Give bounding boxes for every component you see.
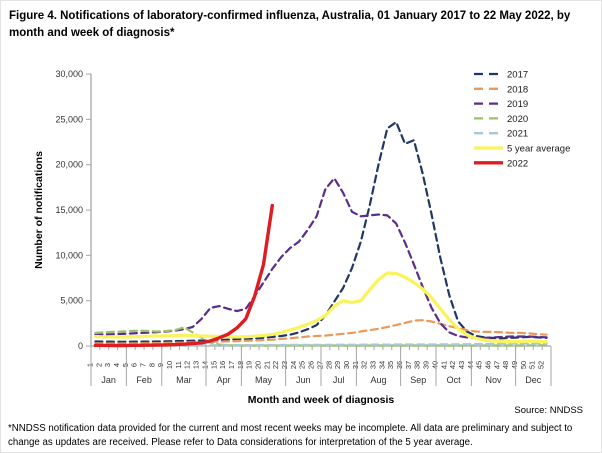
- week-label: 27: [315, 361, 324, 369]
- week-label: 6: [130, 363, 139, 367]
- week-label: 51: [528, 361, 537, 369]
- y-axis-title: Number of notifications: [33, 151, 45, 269]
- week-label: 40: [430, 361, 439, 369]
- series-2022-line: [93, 203, 274, 348]
- week-label: 16: [218, 361, 227, 369]
- week-label: 11: [174, 361, 183, 369]
- week-label: 19: [245, 361, 254, 369]
- week-label: 9: [156, 363, 165, 367]
- week-label: 12: [183, 361, 192, 369]
- week-label: 41: [439, 361, 448, 369]
- legend-label-2020: 2020: [507, 114, 528, 125]
- week-label: 15: [209, 361, 218, 369]
- week-label: 49: [510, 361, 519, 369]
- week-label: 5: [121, 363, 130, 367]
- week-label: 23: [280, 361, 289, 369]
- week-label: 21: [262, 361, 271, 369]
- week-label: 2: [94, 363, 103, 367]
- month-label: Nov: [485, 375, 502, 385]
- month-label: Sep: [410, 375, 426, 385]
- week-label: 32: [360, 361, 369, 369]
- y-tick-label: 20,000: [55, 160, 83, 170]
- week-label: 14: [200, 361, 209, 369]
- week-label: 31: [351, 361, 360, 369]
- month-label: Jan: [101, 375, 116, 385]
- y-tick-label: 30,000: [55, 69, 83, 79]
- week-label: 13: [192, 361, 201, 369]
- month-label: Oct: [447, 375, 462, 385]
- y-tick-label: 25,000: [55, 114, 83, 124]
- month-label: Aug: [370, 375, 386, 385]
- week-label: 33: [369, 361, 378, 369]
- week-label: 17: [227, 361, 236, 369]
- week-label: 26: [307, 361, 316, 369]
- month-label: Dec: [525, 375, 542, 385]
- series-2018-line: [94, 319, 548, 345]
- week-label: 52: [537, 361, 546, 369]
- series-2017-line: [94, 120, 548, 343]
- week-label: 3: [103, 363, 112, 367]
- week-label: 30: [342, 361, 351, 369]
- week-label: 36: [395, 361, 404, 369]
- week-label: 38: [413, 361, 422, 369]
- week-label: 34: [377, 361, 386, 369]
- week-label: 47: [492, 361, 501, 369]
- legend-label-2019: 2019: [507, 99, 528, 110]
- legend-label-2017: 2017: [507, 70, 528, 81]
- week-label: 44: [466, 361, 475, 369]
- week-label: 1: [85, 363, 94, 367]
- series-2019-line: [94, 177, 548, 339]
- week-label: 4: [112, 363, 121, 367]
- week-label: 42: [448, 361, 457, 369]
- footnote-text: *NNDSS notification data provided for th…: [8, 423, 573, 448]
- month-label: Jul: [333, 375, 345, 385]
- week-label: 45: [475, 361, 484, 369]
- week-label: 20: [254, 361, 263, 369]
- week-label: 28: [324, 361, 333, 369]
- week-label: 50: [519, 361, 528, 369]
- source-text: Source: NNDSS: [514, 405, 583, 416]
- legend-label-2018: 2018: [507, 84, 528, 95]
- legend-label-5yr: 5 year average: [507, 144, 570, 155]
- week-label: 48: [501, 361, 510, 369]
- week-label: 37: [404, 361, 413, 369]
- week-label: 43: [457, 361, 466, 369]
- month-label: May: [255, 375, 273, 385]
- legend-label-2022: 2022: [507, 158, 528, 169]
- month-label: Feb: [136, 375, 152, 385]
- y-tick-label: 0: [78, 341, 83, 351]
- week-label: 39: [422, 361, 431, 369]
- y-tick-label: 5,000: [60, 296, 83, 306]
- y-tick-label: 15,000: [55, 205, 83, 215]
- week-label: 7: [139, 363, 148, 367]
- week-label: 46: [484, 361, 493, 369]
- series-5yr-line: [93, 271, 549, 344]
- y-tick-label: 10,000: [55, 250, 83, 260]
- month-label: Mar: [176, 375, 192, 385]
- week-label: 25: [298, 361, 307, 369]
- week-label: 18: [236, 361, 245, 369]
- week-label: 24: [289, 361, 298, 369]
- week-label: 8: [147, 363, 156, 367]
- week-label: 10: [165, 361, 174, 369]
- month-label: Apr: [217, 375, 231, 385]
- week-label: 29: [333, 361, 342, 369]
- x-axis-title: Month and week of diagnosis: [248, 394, 395, 406]
- legend-label-2021: 2021: [507, 129, 528, 140]
- month-label: Jun: [296, 375, 311, 385]
- week-label: 22: [271, 361, 280, 369]
- week-label: 35: [386, 361, 395, 369]
- figure-title: Figure 4. Notifications of laboratory-co…: [9, 10, 571, 40]
